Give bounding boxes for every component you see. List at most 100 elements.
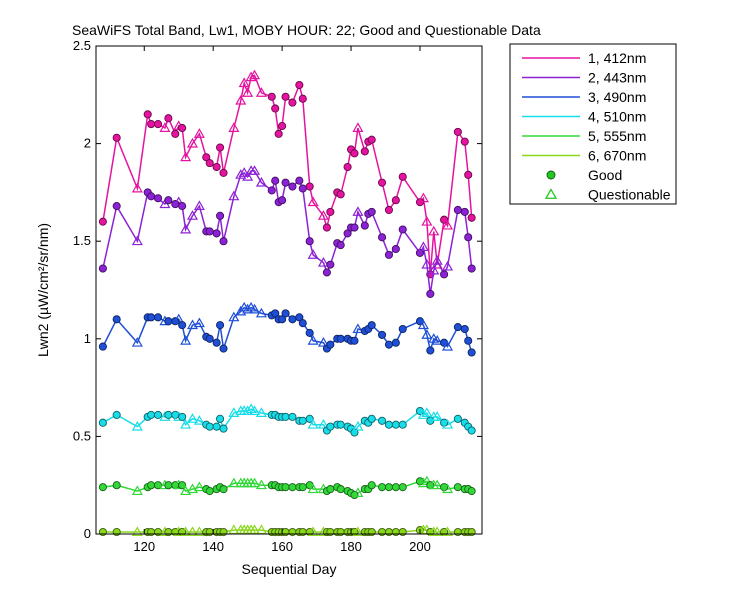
good-point <box>271 309 280 318</box>
good-point <box>398 420 407 429</box>
good-point <box>98 342 107 351</box>
questionable-point <box>317 418 329 429</box>
good-point <box>295 176 304 185</box>
good-point <box>305 414 314 423</box>
questionable-point <box>442 260 454 271</box>
questionable-point <box>255 479 267 490</box>
series-line <box>102 170 473 295</box>
good-point <box>467 426 476 435</box>
good-point <box>336 334 345 343</box>
good-point <box>378 416 387 425</box>
good-point <box>164 410 173 419</box>
questionable-point <box>180 151 192 162</box>
good-point <box>391 420 400 429</box>
good-point <box>212 229 221 238</box>
good-point <box>216 414 225 423</box>
good-point <box>205 159 214 168</box>
questionable-point <box>421 215 433 226</box>
good-point <box>267 186 276 195</box>
good-point <box>460 137 469 146</box>
questionable-point <box>193 526 205 537</box>
good-point <box>305 182 314 191</box>
good-point <box>112 315 121 324</box>
good-point <box>322 268 331 277</box>
questionable-point <box>255 407 267 417</box>
questionable-point <box>431 255 443 265</box>
good-point <box>147 410 156 419</box>
good-point <box>391 196 400 205</box>
questionable-point <box>352 526 364 537</box>
y-tick-label: 0.5 <box>73 428 91 443</box>
good-point <box>350 223 359 232</box>
good-point <box>326 207 335 216</box>
questionable-point <box>352 206 364 216</box>
questionable-point <box>421 329 433 339</box>
x-tick-label: 180 <box>340 539 362 554</box>
good-point <box>147 192 156 201</box>
questionable-point <box>193 481 205 492</box>
good-point <box>164 527 173 537</box>
good-point <box>378 233 387 242</box>
good-point <box>219 168 228 177</box>
good-point <box>216 321 225 330</box>
questionable-point <box>249 165 261 175</box>
good-point <box>384 250 393 259</box>
good-point <box>205 227 214 236</box>
good-point <box>278 196 287 205</box>
good-point <box>98 527 107 537</box>
good-point <box>281 527 290 537</box>
questionable-point <box>442 526 454 537</box>
good-point <box>153 481 163 490</box>
y-tick-label: 2.5 <box>73 38 91 53</box>
good-point <box>178 202 187 211</box>
good-point <box>271 104 280 113</box>
questionable-point <box>352 122 364 132</box>
x-tick-label: 160 <box>271 539 293 554</box>
questionable-point <box>131 526 143 537</box>
good-point <box>295 80 304 90</box>
legend-label: 3, 490nm <box>588 89 646 105</box>
good-point <box>453 414 462 423</box>
questionable-point <box>186 526 199 537</box>
good-point <box>326 422 335 431</box>
good-point <box>171 129 180 138</box>
series-group <box>98 301 476 357</box>
good-point <box>98 418 107 427</box>
good-point <box>391 338 400 347</box>
good-point <box>460 324 469 334</box>
questionable-point <box>442 219 454 230</box>
questionable-point <box>228 311 240 322</box>
questionable-point <box>428 264 440 275</box>
questionable-point <box>131 485 143 496</box>
x-axis-label: Sequential Day <box>242 561 337 577</box>
good-point <box>360 147 369 156</box>
good-point <box>467 213 476 222</box>
good-point <box>453 483 462 492</box>
good-point <box>143 110 152 119</box>
good-point <box>384 527 393 537</box>
y-tick-label: 1 <box>84 331 91 346</box>
good-point <box>288 483 297 492</box>
legend-label: 1, 412nm <box>588 50 646 66</box>
legend-label: 4, 510nm <box>588 109 646 125</box>
good-point <box>267 92 276 101</box>
legend-label: Questionable <box>588 187 671 203</box>
good-point <box>288 412 297 421</box>
questionable-point <box>317 256 329 267</box>
good-point <box>298 319 307 328</box>
questionable-point <box>186 319 199 330</box>
good-point <box>98 217 107 226</box>
good-point <box>378 178 387 187</box>
questionable-point <box>417 409 429 419</box>
good-point <box>202 153 211 162</box>
questionable-point <box>417 477 429 488</box>
y-tick-label: 2 <box>84 136 91 151</box>
good-point <box>281 483 290 492</box>
questionable-point <box>242 87 254 97</box>
questionable-point <box>180 485 192 496</box>
good-point <box>398 172 407 181</box>
good-point <box>219 344 228 353</box>
questionable-point <box>249 303 261 314</box>
good-point <box>288 315 297 324</box>
